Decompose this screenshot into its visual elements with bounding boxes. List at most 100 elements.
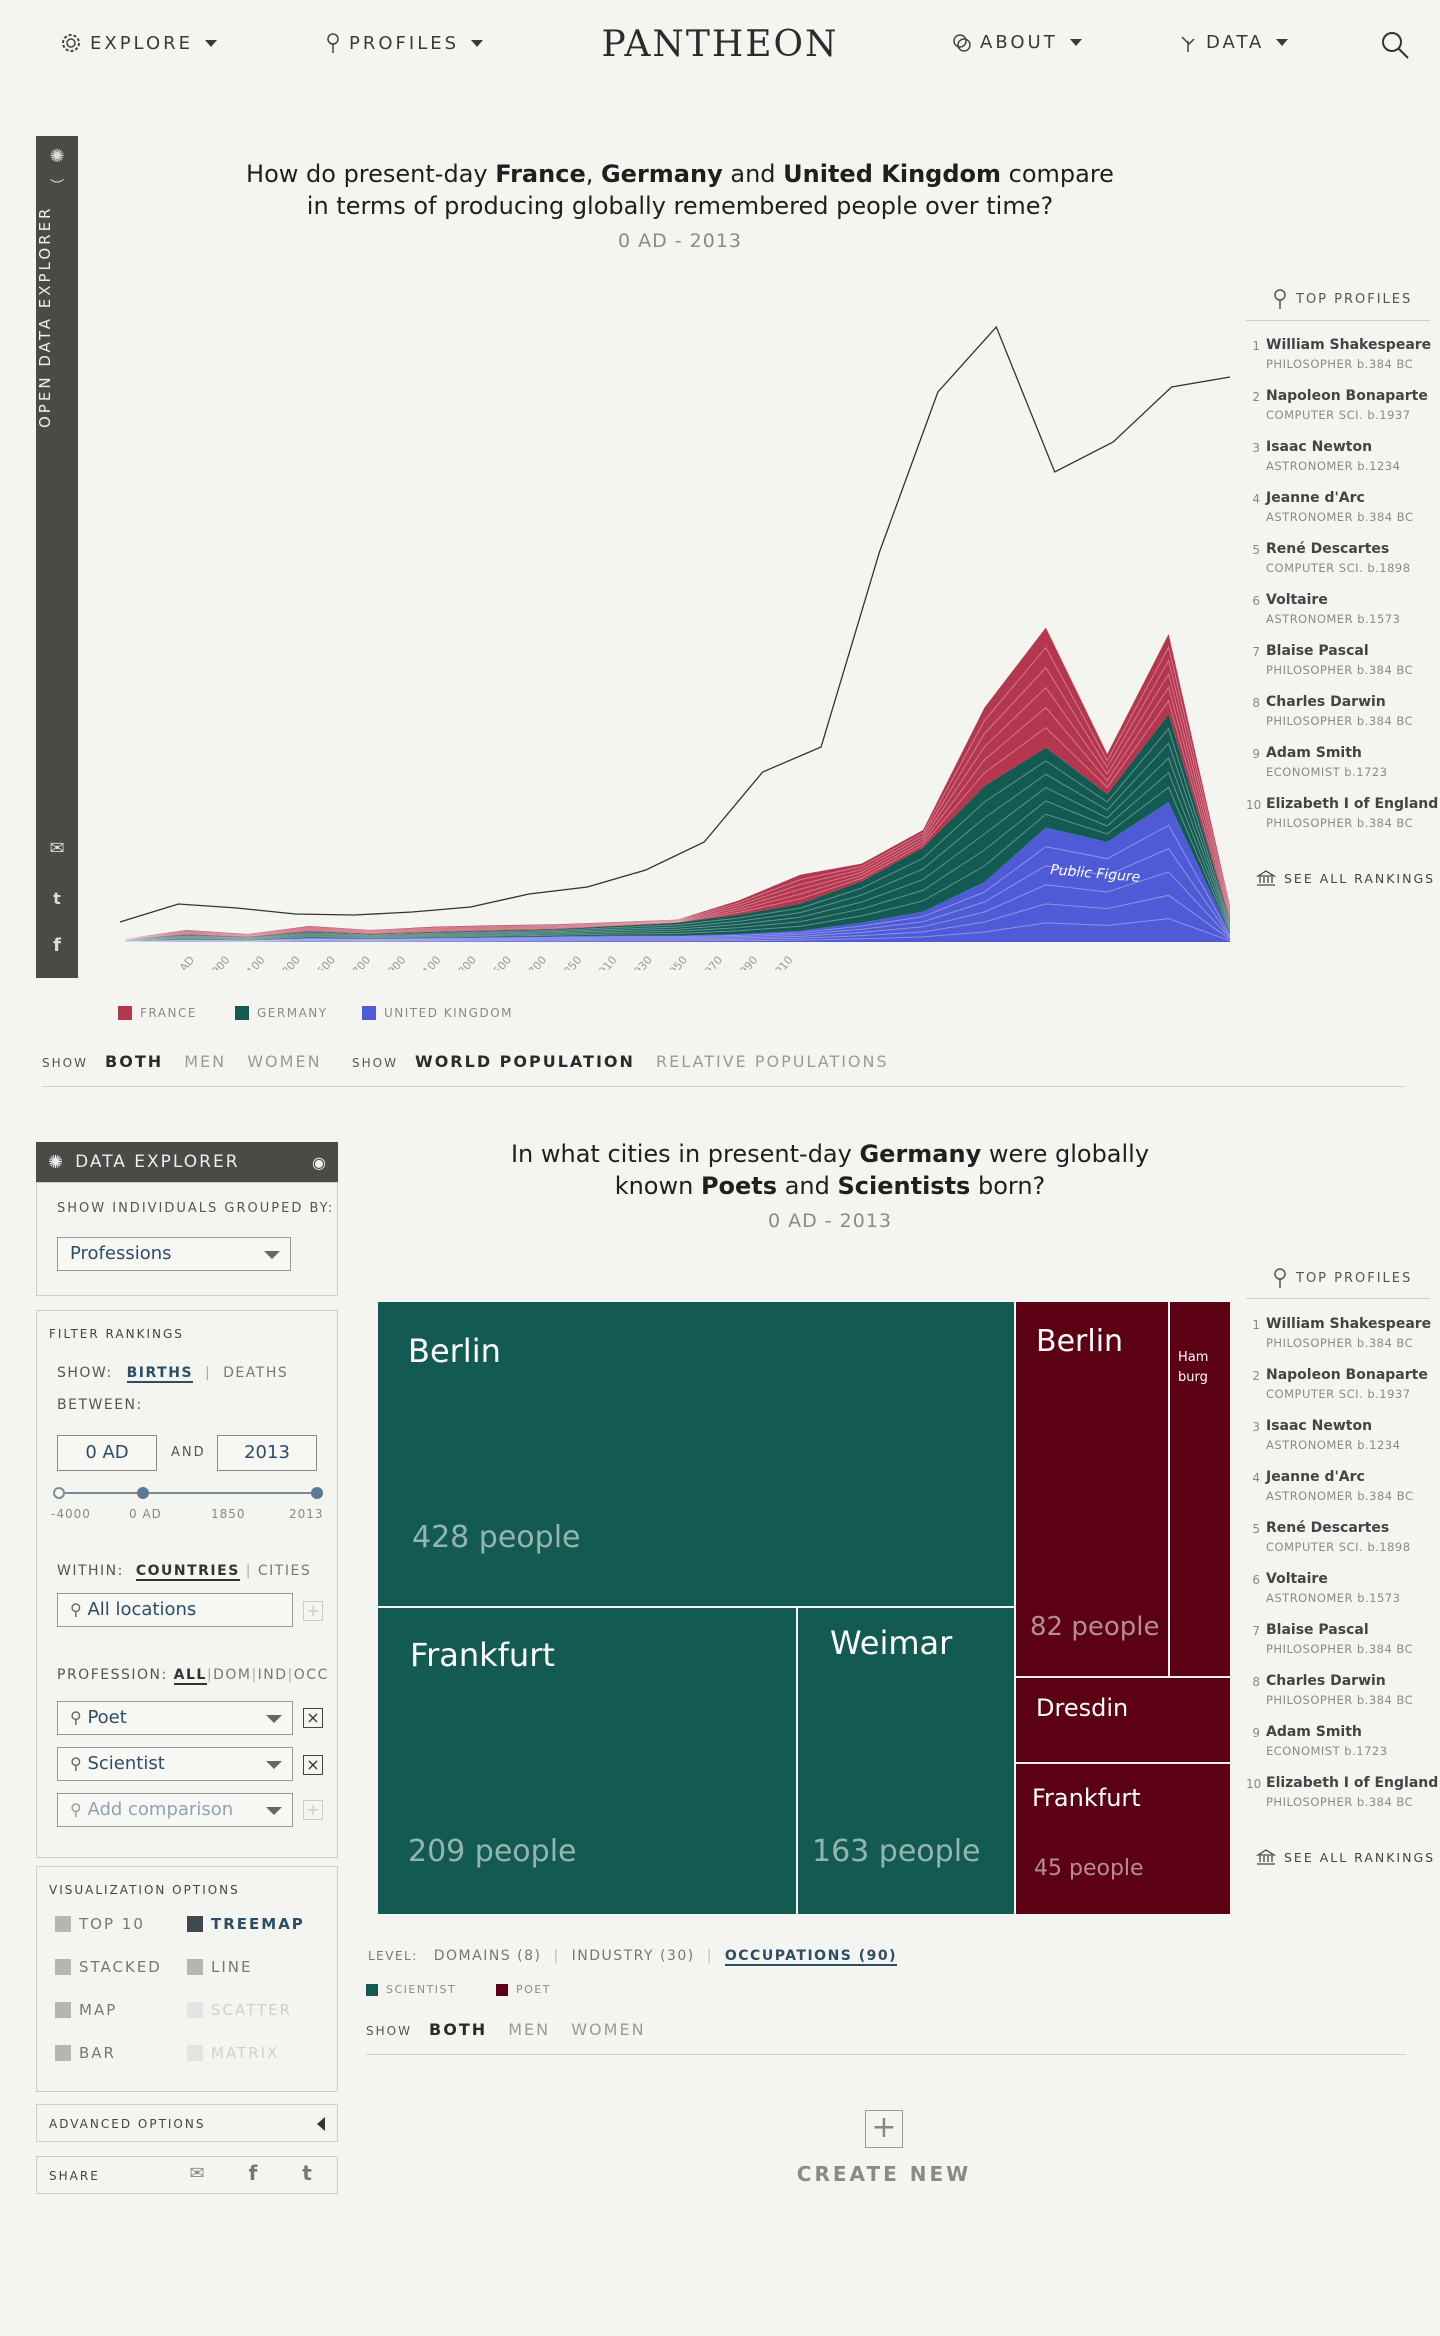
profile-item[interactable]: 4 Jeanne d'Arc ASTRONOMER b.384 BC [1246,490,1440,541]
deaths-tab[interactable]: DEATHS [223,1365,289,1381]
area-series-united-kingdom[interactable] [125,802,1230,942]
advanced-options-label: ADVANCED OPTIONS [49,2117,206,2131]
profile-item[interactable]: 9 Adam Smith ECONOMIST b.1723 [1246,745,1440,796]
vis-option-stacked[interactable]: STACKED [55,1958,162,1976]
rail-label[interactable]: OPEN DATA EXPLORER [36,206,56,428]
search-icon[interactable] [1380,30,1410,60]
see-all-rankings-link-2[interactable]: SEE ALL RANKINGS [1256,1849,1435,1865]
advanced-options[interactable]: ADVANCED OPTIONS [36,2104,338,2142]
profession-tab-occ[interactable]: OCC [293,1667,329,1683]
profile-item[interactable]: 2 Napoleon Bonaparte COMPUTER SCI. b.1937 [1246,388,1440,439]
treemap-tile[interactable]: Dresdin [1016,1678,1230,1762]
profile-item[interactable]: 10 Elizabeth I of England PHILOSOPHER b.38… [1246,1775,1440,1826]
vis-option-bar[interactable]: BAR [55,2044,116,2062]
profile-item[interactable]: 5 René Descartes COMPUTER SCI. b.1898 [1246,1520,1440,1571]
area-series-germany[interactable] [125,714,1230,942]
data-explorer-title: DATA EXPLORER [75,1152,240,1172]
profession-tab-ind[interactable]: IND [257,1667,288,1683]
show-both[interactable]: BOTH [105,1052,164,1071]
vis-option-treemap[interactable]: TREEMAP [187,1915,305,1933]
brand-logo[interactable]: PANTHEON [601,24,839,65]
facebook-icon[interactable]: f [53,935,61,956]
chevron-icon[interactable]: ︶ [50,179,64,195]
eye-icon[interactable]: ◉ [312,1152,328,1172]
slider-handle-to[interactable] [311,1487,323,1499]
cities-tab[interactable]: CITIES [257,1563,312,1579]
treemap: Berlin 428 people Frankfurt 209 people Weima… [378,1302,1230,1914]
nav-explore[interactable]: EXPLORE [60,32,217,54]
year-slider-track[interactable] [59,1492,317,1494]
profile-item[interactable]: 7 Blaise Pascal PHILOSOPHER b.384 BC [1246,1622,1440,1673]
facebook-icon[interactable]: f [248,2161,258,2185]
plus-icon[interactable]: + [865,2110,903,2148]
twitter-icon[interactable]: t [53,889,61,908]
profile-item[interactable]: 1 William Shakespeare PHILOSOPHER b.384 BC [1246,337,1440,388]
vis-option-map[interactable]: MAP [55,2001,117,2019]
slider-handle-from[interactable] [137,1487,149,1499]
profile-item[interactable]: 3 Isaac Newton ASTRONOMER b.1234 [1246,439,1440,490]
births-tab[interactable]: BIRTHS [126,1365,194,1383]
profession-select-2[interactable]: ⚲ Scientist [57,1747,293,1781]
location-select[interactable]: ⚲ All locations [57,1593,293,1627]
data-explorer-header[interactable]: ✺ DATA EXPLORER ◉ [36,1142,338,1182]
mail-icon[interactable]: ✉ [49,838,65,859]
vis-option-line[interactable]: LINE [187,1958,252,1976]
profession-select-1[interactable]: ⚲ Poet [57,1701,293,1735]
add-comparison-select[interactable]: ⚲ Add comparison [57,1793,293,1827]
grouped-by-select[interactable]: Professions [57,1237,291,1271]
twitter-icon[interactable]: t [302,2161,312,2185]
profile-item[interactable]: 3 Isaac Newton ASTRONOMER b.1234 [1246,1418,1440,1469]
treemap-tile[interactable]: Weimar 163 people [798,1608,1014,1914]
mail-icon[interactable]: ✉ [189,2163,205,2184]
profession-tab-dom[interactable]: DOM [213,1667,252,1683]
level-occupations[interactable]: OCCUPATIONS (90) [724,1948,898,1966]
countries-tab[interactable]: COUNTRIES [135,1563,240,1581]
profile-name: Voltaire [1266,592,1328,608]
year-to-input[interactable]: 2013 [217,1435,317,1471]
profile-item[interactable]: 6 Voltaire ASTRONOMER b.1573 [1246,1571,1440,1622]
vis-option-top-10[interactable]: TOP 10 [55,1915,145,1933]
create-new-button[interactable]: CREATE NEW [796,2162,972,2186]
profile-rank: 4 [1252,492,1260,506]
treemap-tile[interactable]: Berlin 428 people [378,1302,1014,1606]
treemap-tile[interactable]: Ham burg [1170,1302,1230,1676]
remove-icon[interactable]: × [303,1708,323,1728]
show-relative-populations[interactable]: RELATIVE POPULATIONS [656,1052,889,1071]
profile-item[interactable]: 2 Napoleon Bonaparte COMPUTER SCI. b.1937 [1246,1367,1440,1418]
open-data-explorer-rail[interactable] [36,136,78,978]
add-icon[interactable]: + [303,1800,323,1820]
profile-item[interactable]: 1 William Shakespeare PHILOSOPHER b.384 BC [1246,1316,1440,1367]
treemap-tile[interactable]: Frankfurt 45 people [1016,1764,1230,1914]
show-world-population[interactable]: WORLD POPULATION [415,1052,635,1071]
nav-profiles[interactable]: PROFILES [325,32,484,54]
add-icon[interactable]: + [303,1601,323,1621]
slider-handle-min[interactable] [53,1487,65,1499]
see-all-rankings-link[interactable]: SEE ALL RANKINGS [1256,870,1435,886]
profile-item[interactable]: 8 Charles Darwin PHILOSOPHER b.384 BC [1246,1673,1440,1724]
nav-about[interactable]: ABOUT [952,32,1082,53]
show-men[interactable]: MEN [184,1052,227,1071]
level-domains[interactable]: DOMAINS (8) [433,1948,542,1964]
nav-data[interactable]: DATA [1178,32,1289,53]
profile-rank: 5 [1252,1522,1260,1536]
profile-item[interactable]: 9 Adam Smith ECONOMIST b.1723 [1246,1724,1440,1775]
area-streamline [124,786,1231,942]
year-from-input[interactable]: 0 AD [57,1435,157,1471]
profile-item[interactable]: 4 Jeanne d'Arc ASTRONOMER b.384 BC [1246,1469,1440,1520]
show-both[interactable]: BOTH [429,2020,488,2039]
show-women[interactable]: WOMEN [571,2020,646,2039]
profile-item[interactable]: 5 René Descartes COMPUTER SCI. b.1898 [1246,541,1440,592]
profile-item[interactable]: 10 Elizabeth I of England PHILOSOPHER b.38… [1246,796,1440,847]
gear-icon[interactable]: ✺ [49,146,65,167]
profession-tab-all[interactable]: ALL [173,1667,207,1685]
treemap-tile[interactable]: Berlin 82 people [1016,1302,1168,1676]
level-industry[interactable]: INDUSTRY (30) [571,1948,695,1964]
profile-name: Adam Smith [1266,1724,1362,1740]
profile-item[interactable]: 8 Charles Darwin PHILOSOPHER b.384 BC [1246,694,1440,745]
show-women[interactable]: WOMEN [247,1052,322,1071]
profile-item[interactable]: 6 Voltaire ASTRONOMER b.1573 [1246,592,1440,643]
profile-item[interactable]: 7 Blaise Pascal PHILOSOPHER b.384 BC [1246,643,1440,694]
show-men[interactable]: MEN [508,2020,551,2039]
remove-icon[interactable]: × [303,1755,323,1775]
treemap-tile[interactable]: Frankfurt 209 people [378,1608,796,1914]
